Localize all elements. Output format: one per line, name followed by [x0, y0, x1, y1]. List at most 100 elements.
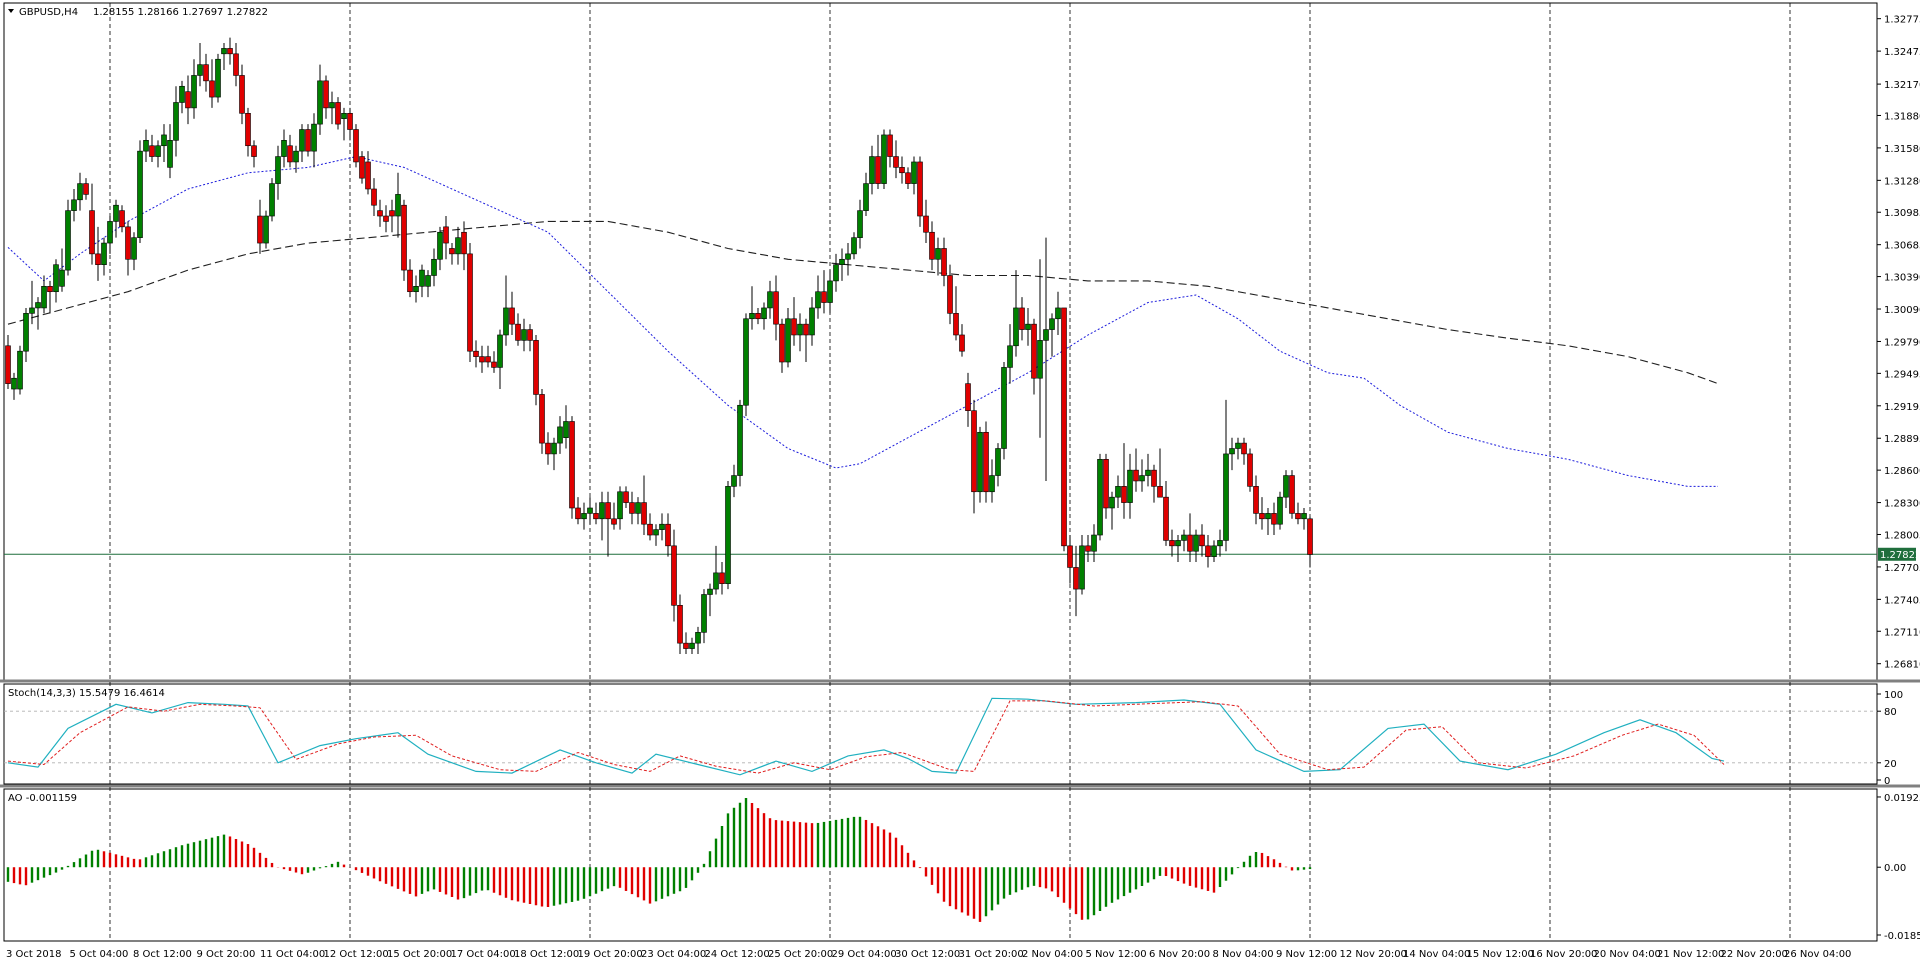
candle-body [1091, 534, 1097, 552]
candle-body [1193, 534, 1199, 552]
candle-body [785, 318, 791, 363]
stochastic-panel[interactable] [4, 697, 1877, 776]
candle [1097, 453, 1103, 541]
price-tick-label: 1.29195 [1884, 402, 1920, 413]
candle-body [851, 237, 857, 255]
candle-body [803, 323, 809, 336]
candle [833, 253, 839, 292]
candle [947, 264, 953, 325]
candle-body [581, 513, 587, 520]
candle [719, 562, 725, 595]
stoch-tick-label: 20 [1884, 759, 1897, 770]
candle [1235, 437, 1241, 460]
candle [47, 280, 53, 314]
candle-body [791, 318, 797, 336]
candle [269, 178, 275, 222]
candle [689, 637, 695, 654]
candle [851, 232, 857, 260]
time-tick-label: 9 Nov 12:00 [1276, 949, 1337, 960]
candle-body [893, 156, 899, 168]
candle [29, 280, 35, 325]
candle [317, 64, 323, 135]
candle [299, 124, 305, 162]
candle [437, 226, 443, 271]
candle [647, 513, 653, 541]
candle-body [155, 145, 161, 157]
candle-body [869, 156, 875, 184]
time-tick-label: 8 Nov 04:00 [1213, 949, 1274, 960]
candle-body [725, 486, 731, 584]
candle-body [395, 194, 401, 217]
price-tick-label: 1.26810 [1884, 660, 1920, 671]
candle [707, 583, 713, 617]
candle [359, 151, 365, 184]
candle-body [227, 48, 233, 55]
candle-body [647, 523, 653, 536]
candle-body [671, 545, 677, 606]
candle [161, 124, 167, 162]
candle [185, 75, 191, 125]
candle-body [1001, 367, 1007, 449]
candle [365, 151, 371, 195]
candle-body [137, 150, 143, 238]
price-panel[interactable] [4, 37, 1877, 654]
candle [425, 270, 431, 298]
time-tick-label: 17 Oct 04:00 [451, 949, 516, 960]
time-tick-label: 8 Oct 12:00 [133, 949, 192, 960]
candle-body [1103, 459, 1109, 509]
candle [455, 226, 461, 265]
candle-body [419, 269, 425, 287]
price-tick-label: 1.31580 [1884, 144, 1920, 155]
candle [449, 243, 455, 265]
candle [755, 307, 761, 325]
candle-body [983, 431, 989, 493]
time-tick-label: 16 Nov 20:00 [1530, 949, 1597, 960]
candle [257, 199, 263, 254]
candle-body [659, 523, 665, 530]
candle-body [653, 529, 659, 536]
candle [737, 399, 743, 487]
candle [521, 318, 527, 352]
stoch-title: Stoch(14,3,3) 15.5479 16.4614 [8, 688, 165, 699]
candle [311, 113, 317, 168]
chevron-down-icon[interactable] [8, 9, 14, 13]
candle [791, 297, 797, 346]
candle [101, 237, 107, 276]
candle [1283, 470, 1289, 508]
candle [167, 124, 173, 179]
chart-title[interactable]: GBPUSD,H4 1.28155 1.28166 1.27697 1.2782… [8, 7, 268, 18]
candle-body [197, 64, 203, 76]
time-tick-label: 26 Nov 04:00 [1784, 949, 1851, 960]
candle-body [1271, 513, 1277, 525]
candle [281, 129, 287, 168]
candle [935, 237, 941, 276]
price-tick-label: 1.31280 [1884, 176, 1920, 187]
candle [1037, 259, 1043, 438]
candle [983, 421, 989, 503]
stoch-tick-label: 0 [1884, 776, 1890, 787]
candle-body [797, 323, 803, 336]
candle [797, 313, 803, 352]
candle [65, 199, 71, 276]
ao-tick-label: 0.019239 [1884, 793, 1920, 804]
candle-body [905, 172, 911, 184]
candle-body [1139, 475, 1145, 482]
time-tick-label: 19 Oct 20:00 [578, 949, 643, 960]
candle-body [995, 448, 1001, 476]
candle-body [1169, 540, 1175, 547]
candle [671, 529, 677, 622]
candle [467, 243, 473, 363]
candle-body [749, 313, 755, 320]
candle-body [755, 313, 761, 320]
candle-body [947, 275, 953, 314]
awesome-oscillator-panel[interactable] [6, 798, 1312, 922]
candle [605, 491, 611, 557]
candle-body [1259, 513, 1265, 520]
price-tick-label: 1.32475 [1884, 47, 1920, 58]
candle-body [131, 237, 137, 260]
price-tick-label: 1.32170 [1884, 80, 1920, 91]
candle-body [1217, 540, 1223, 547]
candle-body [1115, 486, 1121, 498]
candle-body [1175, 540, 1181, 547]
